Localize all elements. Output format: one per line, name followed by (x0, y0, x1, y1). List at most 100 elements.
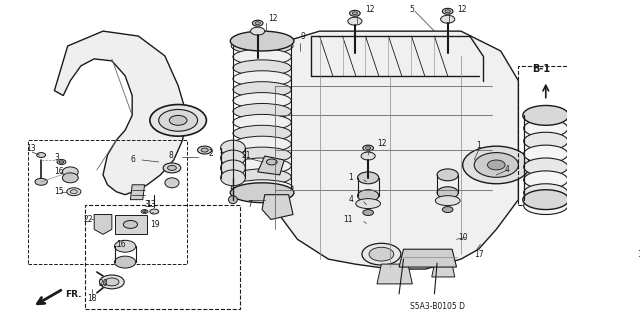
Circle shape (252, 20, 263, 26)
Ellipse shape (62, 173, 78, 183)
Ellipse shape (524, 132, 568, 150)
Polygon shape (54, 31, 187, 195)
Ellipse shape (231, 38, 293, 54)
Text: 13: 13 (26, 144, 36, 152)
Circle shape (201, 148, 208, 152)
Text: 9: 9 (300, 32, 305, 41)
Text: 12: 12 (377, 139, 387, 148)
Text: FR.: FR. (65, 290, 81, 299)
Circle shape (163, 163, 180, 173)
Circle shape (150, 209, 159, 214)
Text: 13: 13 (147, 200, 156, 209)
Text: 4: 4 (505, 166, 509, 174)
Circle shape (463, 146, 530, 184)
Ellipse shape (233, 169, 291, 185)
Ellipse shape (233, 49, 291, 65)
Ellipse shape (524, 197, 568, 214)
Ellipse shape (524, 145, 568, 163)
Circle shape (170, 115, 187, 125)
Ellipse shape (233, 136, 291, 152)
Circle shape (99, 275, 124, 289)
Text: 18: 18 (87, 294, 97, 303)
Circle shape (105, 278, 119, 286)
Ellipse shape (165, 178, 179, 188)
Ellipse shape (115, 256, 136, 268)
Text: 15: 15 (54, 187, 64, 196)
Ellipse shape (233, 158, 291, 174)
Circle shape (266, 159, 277, 165)
Ellipse shape (221, 170, 245, 186)
Circle shape (36, 152, 45, 158)
Ellipse shape (233, 60, 291, 76)
Text: S5A3-B0105 D: S5A3-B0105 D (410, 302, 465, 311)
Text: B-1: B-1 (532, 64, 550, 74)
Circle shape (124, 220, 138, 228)
Ellipse shape (221, 160, 245, 176)
Text: 7: 7 (247, 200, 252, 209)
Text: 5: 5 (410, 5, 415, 14)
Circle shape (141, 210, 148, 213)
Text: 1: 1 (477, 141, 481, 150)
Ellipse shape (233, 103, 291, 119)
Text: 10: 10 (458, 233, 468, 242)
Circle shape (143, 211, 147, 212)
Ellipse shape (221, 150, 245, 166)
Bar (518, 66, 570, 204)
Text: 16: 16 (54, 167, 64, 176)
Text: 12: 12 (268, 14, 278, 23)
Ellipse shape (231, 180, 293, 196)
Circle shape (445, 10, 451, 13)
Polygon shape (94, 214, 112, 234)
Text: 3: 3 (54, 152, 60, 161)
Ellipse shape (358, 190, 379, 202)
Text: 1: 1 (348, 173, 353, 182)
Circle shape (365, 147, 371, 150)
Ellipse shape (233, 125, 291, 141)
Ellipse shape (361, 152, 375, 160)
Text: 3: 3 (145, 200, 149, 209)
Circle shape (57, 160, 66, 165)
Ellipse shape (442, 207, 453, 212)
Polygon shape (258, 156, 284, 175)
Circle shape (362, 243, 401, 265)
Ellipse shape (524, 107, 568, 124)
Ellipse shape (358, 172, 379, 184)
Text: 12: 12 (365, 5, 375, 14)
Polygon shape (131, 185, 145, 200)
Circle shape (150, 105, 207, 136)
Polygon shape (262, 195, 293, 219)
Ellipse shape (437, 187, 458, 199)
Text: 21: 21 (242, 151, 252, 160)
Circle shape (349, 10, 360, 16)
Text: 14: 14 (637, 250, 640, 259)
Text: 4: 4 (348, 195, 353, 204)
Bar (85, 204, 240, 309)
Circle shape (67, 188, 81, 196)
Text: 6: 6 (131, 155, 136, 165)
Circle shape (488, 160, 505, 170)
Circle shape (198, 146, 212, 154)
Ellipse shape (440, 15, 455, 23)
Polygon shape (432, 264, 455, 277)
Ellipse shape (228, 196, 237, 204)
Ellipse shape (233, 115, 291, 130)
Circle shape (442, 8, 453, 14)
Ellipse shape (348, 17, 362, 25)
Polygon shape (377, 264, 412, 284)
Text: 19: 19 (150, 220, 159, 229)
Ellipse shape (62, 167, 78, 177)
Ellipse shape (435, 196, 460, 205)
Text: 11: 11 (344, 215, 353, 224)
Ellipse shape (524, 119, 568, 137)
Circle shape (352, 12, 358, 15)
Text: 12: 12 (458, 5, 467, 14)
Ellipse shape (230, 183, 294, 203)
Circle shape (159, 109, 198, 131)
Text: 2: 2 (209, 149, 214, 158)
Ellipse shape (233, 82, 291, 98)
Circle shape (369, 247, 394, 261)
Text: 17: 17 (474, 250, 484, 259)
Ellipse shape (524, 171, 568, 189)
Circle shape (70, 190, 77, 194)
Polygon shape (258, 31, 518, 269)
